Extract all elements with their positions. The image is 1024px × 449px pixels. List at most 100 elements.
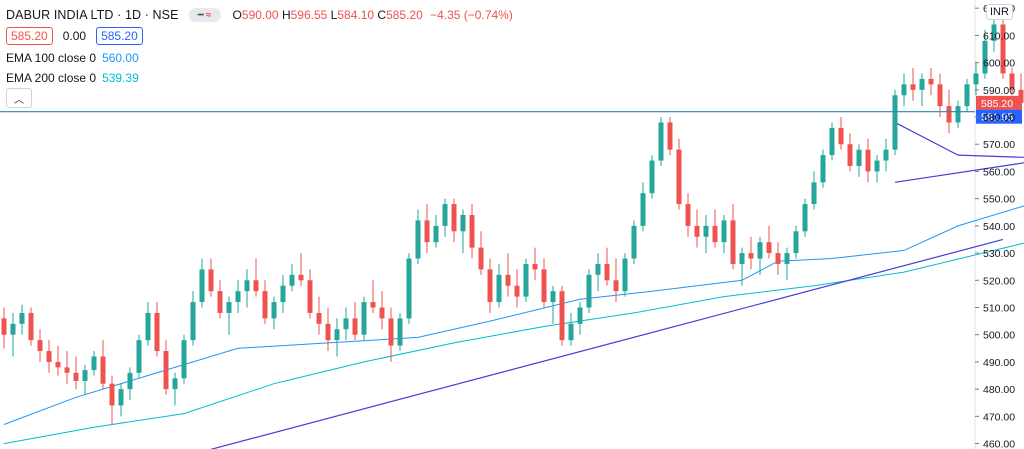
trend-line [894,121,959,156]
candle-body [46,351,52,362]
candle [757,236,763,275]
candle [433,214,439,248]
bid-box[interactable]: 585.20 [6,27,53,45]
candle [145,302,151,346]
candle-body [658,122,664,161]
candle-body [550,291,556,303]
candle-body [577,307,583,324]
candle [793,225,799,259]
tick-label: 520.00 [983,275,1015,287]
candle [811,171,817,210]
candle [64,351,70,384]
candle-body [649,160,655,194]
candle-body [469,214,475,248]
candle [874,155,880,183]
candle-body [370,302,376,308]
candle [964,78,970,112]
line-price-tag [976,109,1022,124]
ema-200-path [3,242,1024,445]
candle [631,220,637,264]
candle-body [991,24,997,41]
candle [568,312,574,346]
candle-body [847,144,853,166]
tick-label: 540.00 [983,221,1015,233]
candle [577,302,583,335]
candle-body [361,302,367,335]
candle [595,253,601,292]
candle [262,280,268,324]
candle [919,73,925,107]
last-price-label: 585.20 [981,98,1013,110]
tick-label: 510.00 [983,302,1015,314]
ema100-label: EMA 100 close 0 [6,51,97,65]
candle [19,304,25,335]
candle-body [1,318,7,335]
ema100-value: 560.00 [102,51,139,65]
ema-100-line [3,205,1024,425]
candle-body [280,285,286,303]
candle [514,269,520,308]
candle [901,73,907,107]
candle-body [379,307,385,319]
candle-body [910,84,916,90]
candle-body [199,269,205,303]
tick-label: 570.00 [983,139,1015,151]
candle-body [100,356,106,384]
candle [586,269,592,313]
currency-button[interactable]: INR [986,4,1013,20]
candle [190,291,196,346]
tick-label: 550.00 [983,194,1015,206]
close-value: 585.20 [386,8,423,22]
candle-body [172,378,178,390]
candle-body [325,323,331,341]
candle [1,307,7,349]
candle-body [793,231,799,254]
candle [109,375,115,425]
candle [361,296,367,341]
candle-body [928,78,934,85]
indicator-toggle[interactable]: ━ ≈ [188,8,221,22]
candle [613,258,619,303]
candle-body [703,225,709,237]
trend-line [894,162,1024,183]
chevron-up-icon[interactable]: ︿ [6,88,32,108]
candle [829,122,835,161]
candle [685,193,691,237]
candle [244,269,250,308]
candle [451,198,457,243]
candle-body [694,225,700,237]
last-price-tag [976,95,1022,110]
candle-body [856,149,862,166]
change-value: −4.35 (−0.74%) [430,8,513,22]
horizontal-line: 585.20 581.95 [0,95,1022,124]
candle [730,204,736,270]
candle [136,334,142,379]
candle [550,285,556,324]
candle-body [874,160,880,172]
candle [298,253,304,286]
candle-body [181,340,187,379]
candle-body [424,220,430,243]
candle-body [784,253,790,264]
candle [865,138,871,183]
candle [910,68,916,101]
tick-label: 530.00 [983,248,1015,260]
candle [271,296,277,330]
candle [604,247,610,286]
ask-box[interactable]: 585.20 [96,27,143,45]
candle-body [55,361,61,368]
candle-body [640,193,646,226]
tick-label: 490.00 [983,357,1015,369]
candle [415,209,421,264]
candle-body [892,95,898,150]
candle [541,258,547,308]
candle [847,133,853,172]
candle-body [478,247,484,270]
candle [775,242,781,275]
candle-body [1000,24,1006,74]
candle-body [442,204,448,226]
candle [496,263,502,308]
ticker-title: DABUR INDIA LTD · 1D · NSE [6,8,179,22]
candle-body [118,389,124,406]
